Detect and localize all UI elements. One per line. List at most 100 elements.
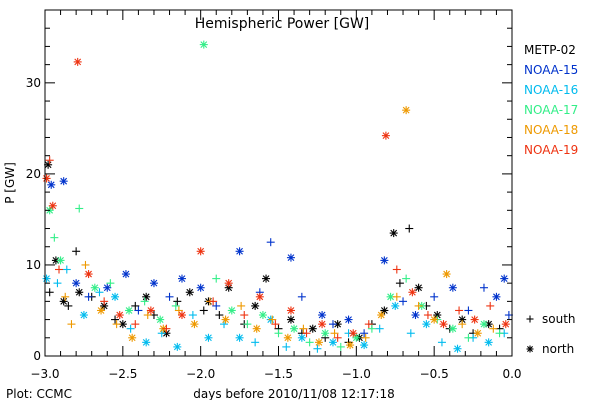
legend-entry-noaa-19: NOAA-19 bbox=[524, 143, 578, 157]
data-point-noaa-15-5 bbox=[121, 270, 130, 279]
data-point-noaa-15-4 bbox=[103, 283, 112, 292]
marker-legend: south north bbox=[526, 312, 576, 356]
data-point-noaa-18-9 bbox=[174, 306, 183, 315]
data-point-noaa-16-23 bbox=[391, 301, 400, 310]
data-point-noaa-17-4 bbox=[90, 283, 99, 292]
data-point-noaa-19-29 bbox=[455, 306, 464, 315]
data-point-noaa-19-17 bbox=[271, 320, 280, 329]
data-point-noaa-18-16 bbox=[283, 333, 292, 342]
data-point-noaa-17-23 bbox=[402, 274, 411, 283]
data-point-noaa-18-26 bbox=[430, 315, 439, 324]
data-point-noaa-19-16 bbox=[255, 292, 264, 301]
marker-symbol-south bbox=[526, 315, 534, 323]
data-point-noaa-19-25 bbox=[392, 265, 401, 274]
data-point-metp-02-27 bbox=[308, 324, 317, 333]
legend-entry-noaa-16: NOAA-16 bbox=[524, 83, 578, 97]
data-point-noaa-15-17 bbox=[318, 311, 327, 320]
data-point-noaa-15-15 bbox=[286, 253, 295, 262]
data-point-noaa-15-18 bbox=[328, 320, 337, 329]
data-point-noaa-16-3 bbox=[79, 311, 88, 320]
data-point-noaa-18-2 bbox=[67, 320, 76, 329]
data-point-noaa-15-19 bbox=[344, 315, 353, 324]
data-point-noaa-15-10 bbox=[196, 283, 205, 292]
data-point-noaa-15-27 bbox=[479, 283, 488, 292]
data-point-noaa-19-14 bbox=[224, 279, 233, 288]
data-point-noaa-16-25 bbox=[422, 320, 431, 329]
data-point-noaa-19-18 bbox=[286, 306, 295, 315]
data-point-noaa-17-6 bbox=[125, 306, 134, 315]
y-axis-label: P [GW] bbox=[3, 162, 17, 204]
axes-layer: −3.0 −2.5 −2.0 −1.5 −1.0 −0.5 0.0 0 10 20 30 bbox=[26, 9, 522, 381]
data-point-noaa-19-2 bbox=[48, 201, 57, 210]
x-tick-label: −1.0 bbox=[342, 367, 371, 381]
data-point-noaa-16-11 bbox=[204, 333, 213, 342]
data-point-noaa-19-32 bbox=[501, 320, 510, 329]
data-point-noaa-16-24 bbox=[406, 329, 415, 338]
data-point-metp-02-35 bbox=[395, 279, 404, 288]
data-point-noaa-16-0 bbox=[42, 274, 51, 283]
data-point-noaa-18-21 bbox=[361, 333, 370, 342]
data-point-noaa-19-8 bbox=[131, 320, 140, 329]
data-point-metp-02-19 bbox=[215, 311, 224, 320]
data-point-noaa-16-10 bbox=[188, 311, 197, 320]
x-tick-label: 0.0 bbox=[502, 367, 521, 381]
data-point-noaa-15-1 bbox=[59, 177, 68, 186]
marker-label-south: south bbox=[542, 312, 576, 326]
x-tick-label: −3.0 bbox=[30, 367, 59, 381]
data-point-noaa-17-16 bbox=[290, 324, 299, 333]
data-point-noaa-19-6 bbox=[100, 297, 109, 306]
data-point-noaa-19-15 bbox=[240, 311, 249, 320]
data-point-noaa-17-20 bbox=[352, 333, 361, 342]
data-point-noaa-18-3 bbox=[81, 260, 90, 269]
data-point-metp-02-11 bbox=[131, 301, 140, 310]
data-point-noaa-19-21 bbox=[333, 333, 342, 342]
data-point-noaa-16-2 bbox=[62, 265, 71, 274]
data-point-noaa-18-22 bbox=[377, 311, 386, 320]
data-point-noaa-15-23 bbox=[411, 311, 420, 320]
data-point-noaa-15-22 bbox=[399, 297, 408, 306]
data-point-noaa-16-1 bbox=[53, 279, 62, 288]
y-tick-label: 20 bbox=[26, 167, 41, 181]
data-point-noaa-19-1 bbox=[45, 156, 54, 165]
legend-entry-noaa-15: NOAA-15 bbox=[524, 63, 578, 77]
data-point-metp-02-6 bbox=[75, 288, 84, 297]
y-tick-label: 0 bbox=[33, 349, 41, 363]
data-point-noaa-17-10 bbox=[199, 40, 208, 49]
legend-entry-noaa-17: NOAA-17 bbox=[524, 103, 578, 117]
data-point-noaa-15-24 bbox=[430, 292, 439, 301]
series-legend: METP-02 NOAA-15 NOAA-16 NOAA-17 NOAA-18 NOAA-… bbox=[524, 43, 578, 157]
data-point-noaa-15-16 bbox=[297, 292, 306, 301]
data-point-noaa-18-15 bbox=[268, 315, 277, 324]
data-point-metp-02-12 bbox=[142, 292, 151, 301]
data-point-noaa-19-7 bbox=[115, 311, 124, 320]
data-point-noaa-15-20 bbox=[360, 329, 369, 338]
data-point-noaa-16-14 bbox=[251, 338, 260, 347]
data-point-noaa-16-13 bbox=[235, 333, 244, 342]
data-point-metp-02-2 bbox=[45, 288, 54, 297]
data-point-noaa-15-12 bbox=[235, 247, 244, 256]
data-point-metp-02-9 bbox=[111, 315, 120, 324]
data-point-noaa-17-12 bbox=[227, 306, 236, 315]
data-point-noaa-19-0 bbox=[42, 174, 51, 183]
data-point-noaa-15-0 bbox=[47, 180, 56, 189]
data-point-metp-02-36 bbox=[405, 224, 414, 233]
data-point-noaa-19-31 bbox=[486, 301, 495, 310]
data-point-noaa-18-1 bbox=[61, 292, 70, 301]
x-axis-label: days before 2010/11/08 12:17:18 bbox=[193, 387, 394, 400]
x-tick-label: −2.0 bbox=[186, 367, 215, 381]
data-point-noaa-15-8 bbox=[165, 292, 174, 301]
data-point-noaa-18-28 bbox=[458, 320, 467, 329]
data-point-noaa-18-20 bbox=[346, 341, 355, 350]
data-point-metp-02-16 bbox=[185, 288, 194, 297]
data-point-noaa-17-21 bbox=[367, 324, 376, 333]
data-point-noaa-18-14 bbox=[252, 324, 261, 333]
data-points-layer bbox=[42, 40, 513, 353]
data-point-noaa-19-12 bbox=[196, 247, 205, 256]
data-point-noaa-18-24 bbox=[402, 106, 411, 115]
data-point-noaa-16-5 bbox=[111, 292, 120, 301]
data-point-noaa-19-3 bbox=[55, 265, 64, 274]
data-point-noaa-19-24 bbox=[381, 131, 390, 140]
data-point-noaa-19-20 bbox=[318, 320, 327, 329]
data-point-noaa-19-11 bbox=[177, 311, 186, 320]
